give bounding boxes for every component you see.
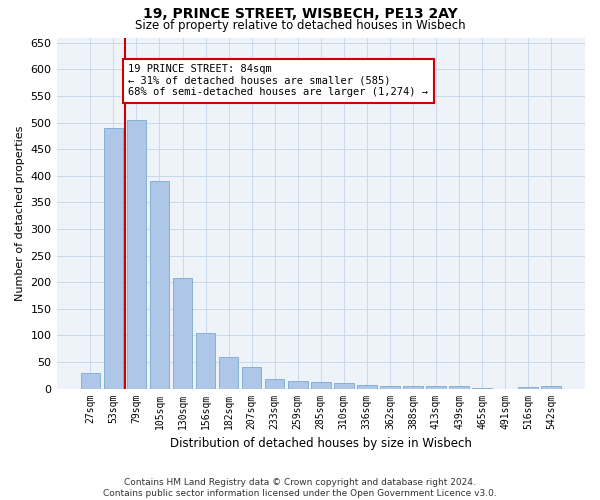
Text: 19, PRINCE STREET, WISBECH, PE13 2AY: 19, PRINCE STREET, WISBECH, PE13 2AY <box>143 8 457 22</box>
Bar <box>242 368 262 388</box>
X-axis label: Distribution of detached houses by size in Wisbech: Distribution of detached houses by size … <box>170 437 472 450</box>
Bar <box>380 386 400 388</box>
Bar <box>219 357 238 388</box>
Bar <box>426 386 446 388</box>
Bar <box>80 372 100 388</box>
Bar <box>288 381 308 388</box>
Bar <box>196 332 215 388</box>
Bar <box>403 386 423 388</box>
Y-axis label: Number of detached properties: Number of detached properties <box>15 126 25 300</box>
Text: Contains HM Land Registry data © Crown copyright and database right 2024.
Contai: Contains HM Land Registry data © Crown c… <box>103 478 497 498</box>
Bar <box>357 385 377 388</box>
Text: 19 PRINCE STREET: 84sqm
← 31% of detached houses are smaller (585)
68% of semi-d: 19 PRINCE STREET: 84sqm ← 31% of detache… <box>128 64 428 98</box>
Text: Size of property relative to detached houses in Wisbech: Size of property relative to detached ho… <box>134 19 466 32</box>
Bar <box>265 379 284 388</box>
Bar <box>311 382 331 388</box>
Bar <box>541 386 561 388</box>
Bar <box>149 181 169 388</box>
Bar <box>334 383 353 388</box>
Bar <box>104 128 123 388</box>
Bar <box>127 120 146 388</box>
Bar <box>173 278 193 388</box>
Bar <box>518 387 538 388</box>
Bar <box>449 386 469 388</box>
